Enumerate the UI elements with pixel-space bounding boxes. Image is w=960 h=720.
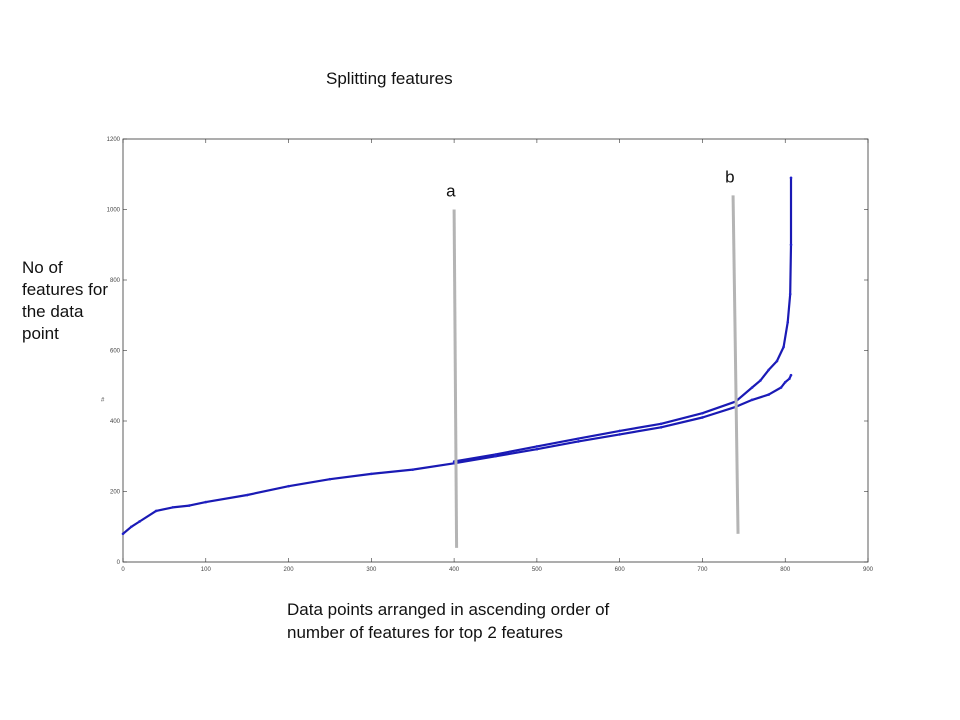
marker-label-b: b: [725, 167, 734, 186]
series-line-2: [453, 177, 793, 463]
series-point: [129, 525, 133, 529]
y-axis-label-line: No of: [22, 258, 63, 277]
series-point: [535, 447, 539, 451]
series-point: [779, 386, 783, 389]
y-tick-label: 800: [110, 278, 121, 284]
series-point: [171, 506, 174, 509]
y-axis-label-line: features for: [22, 280, 108, 299]
y-axis-mini-label: #: [101, 398, 105, 404]
series-point: [782, 345, 785, 349]
series-point: [788, 377, 791, 381]
series-point: [370, 472, 373, 476]
series-point: [659, 422, 663, 426]
y-tick-label: 200: [110, 490, 121, 496]
series-point: [788, 292, 792, 296]
series-point: [287, 484, 290, 488]
series-point: [759, 379, 762, 382]
x-axis-label-line: Data points arranged in ascending order …: [287, 600, 610, 619]
series-point: [789, 243, 793, 247]
series-point: [789, 176, 793, 180]
x-tick-label: 300: [366, 567, 377, 573]
x-tick-label: 900: [863, 567, 874, 573]
series-point: [750, 386, 754, 389]
series-point: [767, 393, 770, 396]
marker-line-b: [731, 195, 740, 534]
x-tick-label: 100: [201, 567, 212, 573]
series-point: [154, 509, 158, 513]
x-axis-label: Data points arranged in ascending order …: [287, 598, 707, 644]
series-point: [786, 321, 790, 324]
marker-line-a: [452, 209, 459, 548]
x-tick-label: 0: [121, 567, 125, 573]
series-point: [618, 433, 621, 436]
series-point: [775, 359, 779, 363]
y-tick-label: 1200: [107, 137, 121, 143]
series-point: [328, 477, 332, 481]
x-tick-label: 200: [284, 567, 295, 573]
series-point: [121, 532, 125, 536]
series-point: [789, 373, 793, 377]
series-point: [701, 411, 704, 415]
x-tick-label: 500: [532, 567, 543, 573]
y-axis-label-line: the data: [22, 302, 84, 321]
series-point: [659, 426, 663, 429]
series-point: [701, 416, 704, 419]
series-point: [767, 368, 770, 372]
series-point: [783, 380, 787, 384]
marker-label-a: a: [446, 182, 456, 201]
series-point: [204, 500, 208, 504]
y-axis-label: No of features for the data point: [22, 257, 132, 345]
x-axis-label-line: number of features for top 2 features: [287, 623, 563, 642]
series-line-1: [122, 374, 793, 535]
series-point: [245, 493, 249, 497]
x-tick-label: 700: [697, 567, 708, 573]
series-point: [411, 468, 415, 471]
x-tick-label: 600: [615, 567, 626, 573]
series-point: [576, 437, 580, 440]
axes-frame: [122, 138, 869, 563]
y-tick-label: 1000: [107, 208, 121, 214]
series-point: [750, 398, 754, 402]
series-point: [535, 445, 539, 448]
series-point: [576, 440, 580, 443]
series-point: [494, 453, 497, 456]
series-point: [138, 520, 141, 523]
x-tick-label: 800: [780, 567, 791, 573]
y-axis-label-line: point: [22, 324, 59, 343]
y-tick-label: 600: [110, 349, 121, 355]
y-tick-label: 0: [117, 560, 121, 566]
series-point: [618, 429, 621, 433]
series-point: [187, 504, 191, 507]
chart-title: Splitting features: [326, 69, 453, 88]
x-tick-label: 400: [449, 567, 460, 573]
y-tick-label: 400: [110, 419, 121, 425]
